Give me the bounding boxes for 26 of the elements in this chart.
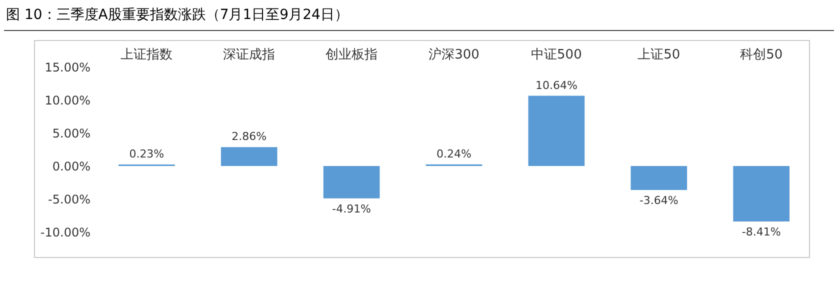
data-label: 2.86% bbox=[232, 130, 267, 144]
y-tick-label: 0.00% bbox=[52, 160, 90, 174]
data-label: -3.64% bbox=[639, 194, 678, 208]
x-tick-label: 中证500 bbox=[531, 48, 582, 62]
x-tick-label: 创业板指 bbox=[326, 48, 378, 62]
x-tick-label: 科创50 bbox=[740, 48, 783, 62]
data-label: -4.91% bbox=[332, 202, 372, 216]
y-tick-label: -10.00% bbox=[40, 226, 90, 240]
y-tick-label: 15.00% bbox=[44, 60, 90, 74]
bar bbox=[323, 166, 380, 198]
data-label: -8.41% bbox=[742, 226, 781, 239]
x-tick-label: 上证指数 bbox=[120, 48, 173, 62]
bar bbox=[630, 166, 688, 190]
data-label: 0.23% bbox=[129, 147, 164, 160]
y-tick-label: 10.00% bbox=[44, 94, 90, 108]
bar bbox=[528, 96, 585, 166]
chart-title: 图 10：三季度A股重要指数涨跌（7月1日至9月24日） bbox=[6, 6, 348, 24]
bar bbox=[220, 147, 278, 166]
x-tick-label: 上证50 bbox=[638, 48, 680, 62]
y-tick-label: 5.00% bbox=[52, 126, 90, 140]
data-label: 0.24% bbox=[436, 147, 472, 160]
y-tick-label: -5.00% bbox=[48, 192, 90, 206]
x-tick-label: 沪深300 bbox=[428, 46, 480, 62]
data-label: 10.64% bbox=[535, 78, 578, 92]
bar bbox=[733, 166, 790, 222]
x-tick-label: 深证成指 bbox=[223, 48, 276, 62]
